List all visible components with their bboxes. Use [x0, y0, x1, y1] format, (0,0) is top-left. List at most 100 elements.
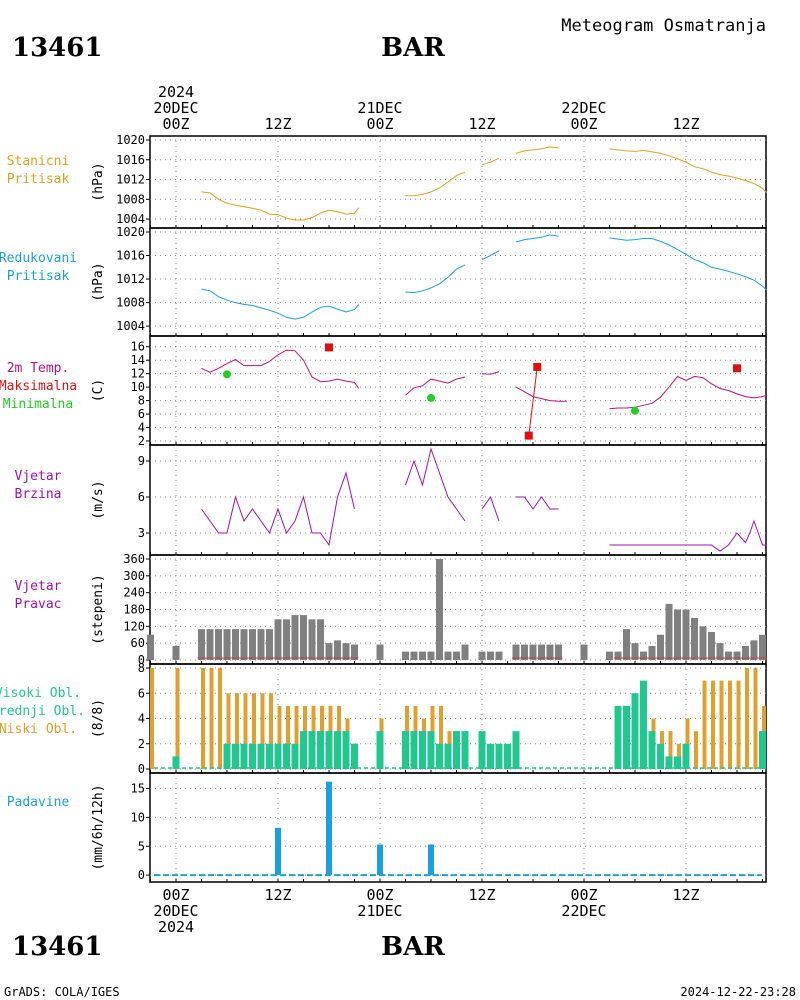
cloud-bar [674, 756, 681, 769]
bottom-time-label: 12Z [264, 886, 291, 904]
bottom-time-label: 00Z [162, 886, 189, 904]
bar [325, 643, 333, 660]
y-tick-label: 15 [131, 782, 145, 796]
bar [512, 644, 520, 660]
cloud-bar [175, 668, 180, 769]
bar [529, 644, 537, 660]
cloud-bar [232, 743, 239, 769]
unit-label: (mm/6h/12h) [91, 784, 106, 870]
y-tick-label: 1004 [116, 319, 145, 333]
panel-reduced-pressure: 1004 1008 1012 1016 1020 (hPa) Redukovani Priti… [0, 225, 768, 337]
panel-label: Redukovani [0, 251, 77, 266]
bar [232, 629, 239, 660]
series-line [405, 447, 466, 522]
series-line [515, 386, 567, 402]
cloud-bar [266, 743, 273, 769]
tmin-marker [427, 393, 435, 402]
cloud-bar [402, 731, 409, 769]
top-time-label: 21DEC [357, 99, 402, 117]
cloud-bar [342, 731, 350, 769]
panel-wind-speed: 3 6 9 (m/s) Vjetar Brzina [15, 444, 767, 556]
panel-label: Niski Obl. [0, 722, 77, 737]
bar [147, 634, 154, 660]
series-line [515, 146, 559, 154]
bar [427, 651, 435, 660]
panel-label: Srednji Obl. [0, 704, 85, 719]
bar [198, 629, 205, 660]
cloud-bar [172, 756, 180, 769]
bar [614, 651, 622, 660]
tmax-marker [733, 364, 741, 373]
y-tick-label: 6 [138, 490, 145, 504]
y-tick-label: 300 [123, 569, 145, 583]
cloud-bar [291, 743, 299, 769]
panel-frame [149, 227, 767, 337]
bar [249, 629, 256, 660]
bar [376, 644, 384, 660]
bar [419, 651, 426, 660]
panel-label: Vjetar [15, 469, 62, 484]
panel-label: Maksimalna [0, 379, 77, 394]
cloud-bar [376, 731, 384, 769]
tmax-marker [533, 362, 542, 371]
y-tick-label: 10 [131, 380, 145, 394]
series-line [515, 234, 559, 243]
series-line [201, 288, 360, 320]
series-line [405, 171, 466, 197]
panel-label: 2m Temp. [7, 361, 70, 376]
y-tick-label: 9 [138, 454, 145, 468]
cloud-bar [283, 743, 290, 769]
panel-cloud-cover: 0 2 4 6 8 (8/8) Visoki Obl. Srednji Obl. Niski O… [0, 661, 767, 776]
bar [538, 644, 545, 660]
bar [648, 645, 656, 660]
panel-frame [149, 772, 767, 883]
bar [521, 644, 528, 660]
bottom-time-label: 12Z [468, 886, 495, 904]
bar [555, 644, 562, 660]
cloud-bar [286, 705, 290, 769]
cloud-bar [759, 731, 766, 769]
cloud-bar [317, 731, 324, 769]
bottom-time-label: 22DEC [561, 902, 606, 920]
bar [351, 644, 358, 660]
cloud-bar [218, 668, 222, 769]
y-tick-label: 1012 [116, 173, 145, 187]
cloud-bar [201, 668, 205, 769]
bar [665, 603, 673, 660]
bar [402, 651, 409, 660]
series-line [405, 264, 466, 294]
series-line [609, 375, 767, 410]
panel-precipitation: 0 5 10 15 (mm/6h/12h) Padavine [7, 772, 767, 883]
y-tick-label: 180 [123, 603, 145, 617]
cloud-bar [665, 756, 673, 769]
series-line [609, 237, 768, 291]
unit-label: (m/s) [91, 480, 106, 519]
bar [631, 643, 639, 660]
cloud-bar [274, 743, 282, 769]
top-time-label: 00Z [366, 115, 393, 133]
top-time-label: 00Z [570, 115, 597, 133]
panel-frame [149, 135, 767, 229]
cloud-bar [351, 743, 358, 769]
panel-label: Visoki Obl. [0, 686, 81, 701]
bar [257, 629, 265, 660]
cloud-bar [209, 668, 214, 769]
y-tick-label: 6 [138, 407, 145, 421]
top-time-label: 12Z [672, 115, 699, 133]
bar [266, 629, 273, 660]
bar [428, 844, 434, 876]
cloud-bar [150, 668, 154, 769]
cloud-bar [308, 731, 316, 769]
panel-label: Pritisak [7, 269, 70, 284]
bar [487, 651, 494, 660]
bar [377, 844, 383, 876]
y-tick-label: 0 [138, 762, 145, 776]
panels: 10041008101210161020(hPa)StanicniPritisa… [0, 133, 768, 883]
bar [657, 634, 664, 660]
panel-label: Minimalna [3, 397, 73, 412]
bar [495, 651, 503, 660]
y-tick-label: 10 [131, 810, 145, 824]
unit-label: (hPa) [91, 262, 106, 301]
bar [682, 609, 690, 660]
series-line [405, 376, 466, 396]
